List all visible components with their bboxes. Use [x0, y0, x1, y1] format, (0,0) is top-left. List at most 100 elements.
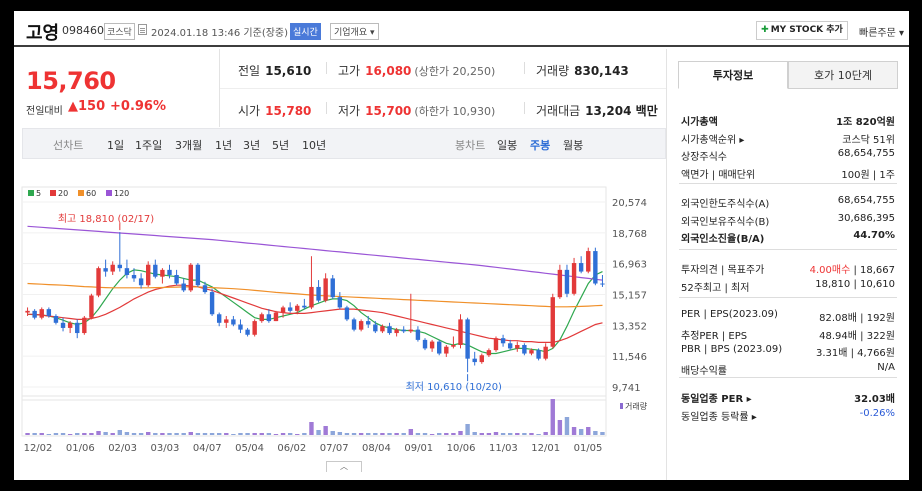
period-3m[interactable]: 3개월 [175, 139, 203, 152]
realtime-button[interactable]: 실시간 [290, 23, 321, 40]
company-info-dropdown[interactable]: 기업개요 ▾ [330, 23, 379, 40]
candle-body [209, 292, 215, 315]
candle-body [578, 263, 584, 272]
ma-legend-swatch [78, 190, 84, 196]
volume-bar [287, 433, 293, 435]
info-label[interactable]: 시가총액순위 ▸ [681, 134, 745, 146]
x-tick-label: 06/02 [277, 443, 306, 454]
plot-frame [21, 186, 607, 401]
candle-body [25, 310, 30, 313]
stock-code: 098460 [62, 24, 104, 37]
my-stock-add-button[interactable]: ✚ MY STOCK 추가 [756, 21, 848, 40]
document-icon [138, 24, 147, 35]
candle-body [316, 286, 321, 301]
candle-body [46, 309, 52, 316]
volume-bar [358, 433, 364, 435]
candle-body [216, 314, 222, 323]
volume-bar [302, 433, 307, 435]
period-1y[interactable]: 1년 [215, 139, 233, 152]
volume-bar [529, 433, 534, 435]
candle-body [451, 345, 456, 347]
y-tick-label: 13,352 [612, 321, 647, 332]
info-value: 100원 | 1주 [841, 169, 895, 181]
volume-bar [337, 432, 343, 435]
info-row: 시가총액순위 ▸ 코스닥 51위 [681, 131, 895, 147]
volume-legend-label: 거래량 [625, 401, 648, 411]
price-change: ▲150 [68, 99, 106, 114]
candle-body [486, 350, 492, 356]
volume-bar [536, 434, 541, 435]
period-weekly[interactable]: 주봉 [530, 139, 551, 152]
period-monthly[interactable]: 월봉 [563, 139, 584, 152]
volume-bar [366, 433, 371, 435]
candle-body [366, 321, 371, 325]
stock-name[interactable]: 고영 [26, 23, 60, 44]
y-tick-label: 11,546 [612, 352, 647, 363]
candle-body [479, 355, 484, 363]
quick-order-dropdown[interactable]: 빠른주문 ▾ [859, 28, 904, 39]
info-label: 배당수익률 [681, 365, 727, 377]
info-row: 외국인한도주식수(A) 68,654,755 [681, 195, 895, 211]
stats-row-2: 시가 15,780 저가 15,700 (하한가 10,930) 거래대금 13,204… [220, 88, 666, 127]
info-label: 추정PER | EPS [681, 330, 748, 342]
collapse-button[interactable]: ︿ [326, 461, 362, 472]
period-1d[interactable]: 1일 [107, 139, 125, 152]
tab-investment-info[interactable]: 투자정보 [678, 61, 788, 89]
info-row: PBR | BPS (2023.09) 3.31배 | 4,766원 [681, 344, 895, 360]
info-label: 상장주식수 [681, 152, 727, 163]
volume-bar [96, 431, 101, 435]
info-row: 배당수익률 N/A [681, 362, 895, 378]
volume-bar [437, 433, 442, 435]
period-3y[interactable]: 3년 [243, 139, 261, 152]
info-value: 68,654,755 [837, 195, 895, 206]
volume-bar [259, 433, 264, 435]
info-row: 투자의견 | 목표주가 4.00매수 | 18,667 [681, 261, 895, 277]
volume-frame [21, 395, 607, 437]
candle-body [131, 274, 137, 279]
line-chart-label: 선차트 [53, 139, 84, 152]
info-row: 추정PER | EPS 48.94배 | 322원 [681, 327, 895, 343]
volume-bar [89, 433, 94, 435]
volume-bar [543, 432, 548, 435]
info-row: 외국인소진율(B/A) 44.70% [681, 230, 895, 246]
x-tick-label: 05/04 [235, 443, 264, 454]
candle-body [174, 274, 179, 284]
volume-bar [266, 433, 272, 435]
volume-bar [593, 431, 598, 435]
period-1w[interactable]: 1주일 [135, 139, 163, 152]
y-tick-label: 20,574 [612, 198, 647, 209]
current-price: 15,760 [26, 67, 116, 95]
candle-body [117, 264, 123, 269]
period-daily[interactable]: 일봉 [497, 139, 518, 152]
volume-bar [571, 427, 577, 435]
volume-bar [82, 433, 87, 435]
info-row: 상장주식수 68,654,755 [681, 148, 895, 164]
candle-body [337, 297, 343, 308]
info-row: 외국인보유주식수(B) 30,686,395 [681, 213, 895, 229]
candle-body [465, 319, 470, 359]
tab-order-book[interactable]: 호가 10단계 [788, 61, 898, 89]
info-label[interactable]: 동일업종 등락률 ▸ [681, 411, 757, 423]
info-label[interactable]: 동일업종 PER ▸ [681, 394, 752, 405]
stat-open: 시가 15,780 [238, 104, 312, 118]
info-value: 1조 820억원 [836, 117, 895, 128]
info-label: 액면가 | 매매단위 [681, 169, 756, 181]
info-value: 82.08배 | 192원 [819, 313, 895, 324]
candle-body [39, 309, 44, 318]
period-5y[interactable]: 5년 [272, 139, 290, 152]
info-label: PBR | BPS (2023.09) [681, 344, 783, 355]
volume-bar [394, 433, 399, 435]
volume-bar [387, 433, 392, 435]
x-tick-label: 10/06 [447, 443, 476, 454]
info-value: 4.00매수 | 18,667 [809, 265, 895, 276]
candle-body [202, 285, 208, 293]
timestamp: 2024.01.18 13:46 기준(장중) [151, 28, 289, 39]
period-10y[interactable]: 10년 [302, 139, 327, 152]
volume-bar [479, 433, 484, 435]
candle-body [600, 283, 605, 285]
candle-body [394, 329, 399, 334]
my-stock-label: MY STOCK 추가 [770, 25, 843, 35]
weekly-candle-chart[interactable]: 20,574 18,768 16,963 15,157 13,352 11,546 9,74… [14, 159, 666, 459]
info-label: 52주최고 | 최저 [681, 282, 750, 294]
info-value: 68,654,755 [837, 148, 895, 159]
